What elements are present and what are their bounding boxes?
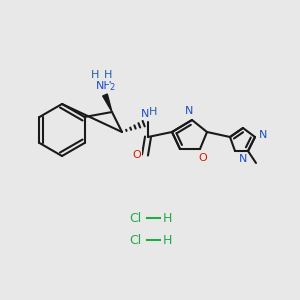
Polygon shape bbox=[103, 94, 112, 112]
Text: O: O bbox=[199, 153, 207, 163]
Text: H: H bbox=[162, 212, 172, 224]
Text: N: N bbox=[185, 106, 193, 116]
Text: Cl: Cl bbox=[129, 233, 141, 247]
Text: H: H bbox=[104, 70, 112, 80]
Text: N: N bbox=[239, 154, 247, 164]
Text: H: H bbox=[162, 233, 172, 247]
Text: H: H bbox=[149, 107, 157, 117]
Text: H: H bbox=[91, 70, 99, 80]
Text: O: O bbox=[133, 150, 141, 160]
Text: Cl: Cl bbox=[129, 212, 141, 224]
Text: NH: NH bbox=[96, 81, 112, 91]
Text: N: N bbox=[259, 130, 267, 140]
Text: 2: 2 bbox=[110, 82, 115, 91]
Text: N: N bbox=[141, 109, 149, 119]
